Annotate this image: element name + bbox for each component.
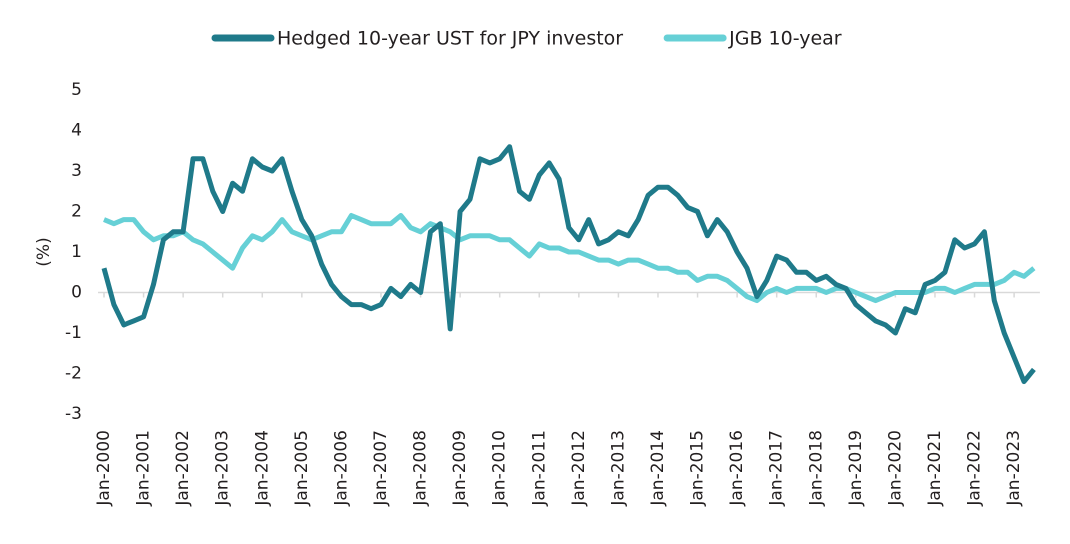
x-tick-label: Jan-2021 — [925, 430, 945, 507]
x-tick-label: Jan-2017 — [767, 430, 787, 507]
y-tick-label: -1 — [65, 323, 82, 343]
x-tick-label: Jan-2006 — [331, 430, 351, 507]
x-tick-label: Jan-2005 — [292, 430, 312, 507]
y-axis-label: (%) — [34, 237, 54, 266]
x-tick-label: Jan-2022 — [965, 430, 985, 507]
y-tick-label: 1 — [71, 242, 82, 262]
y-tick-label: 4 — [71, 121, 82, 141]
x-tick-label: Jan-2010 — [490, 430, 510, 507]
x-tick-label: Jan-2015 — [688, 430, 708, 507]
y-tick-label: -3 — [65, 404, 82, 424]
y-tick-label: 2 — [71, 202, 82, 222]
x-tick-label: Jan-2003 — [213, 430, 233, 507]
y-tick-label: 0 — [71, 283, 82, 303]
x-tick-label: Jan-2023 — [1004, 430, 1024, 507]
y-tick-label: 5 — [71, 80, 82, 100]
x-tick-label: Jan-2018 — [806, 430, 826, 507]
x-tick-label: Jan-2020 — [885, 430, 905, 507]
x-tick-label: Jan-2012 — [569, 430, 589, 507]
x-tick-label: Jan-2011 — [529, 430, 549, 507]
y-tick-label: -2 — [65, 364, 82, 384]
x-tick-label: Jan-2007 — [371, 430, 391, 507]
x-tick-label: Jan-2000 — [94, 430, 114, 507]
x-tick-label: Jan-2002 — [173, 430, 193, 507]
x-tick-label: Jan-2008 — [411, 430, 431, 507]
x-tick-label: Jan-2009 — [450, 430, 470, 507]
x-tick-label: Jan-2014 — [648, 430, 668, 507]
x-tick-label: Jan-2016 — [727, 430, 747, 507]
x-tick-label: Jan-2001 — [134, 430, 154, 507]
line-series — [103, 213, 1036, 304]
legend-label: Hedged 10-year UST for JPY investor — [277, 28, 623, 50]
x-tick-label: Jan-2019 — [846, 430, 866, 507]
x-tick-label: Jan-2013 — [608, 430, 628, 507]
y-tick-label: 3 — [71, 161, 82, 181]
legend-label: JGB 10-year — [728, 28, 842, 50]
x-tick-label: Jan-2004 — [252, 430, 272, 507]
line-series — [101, 144, 1036, 385]
